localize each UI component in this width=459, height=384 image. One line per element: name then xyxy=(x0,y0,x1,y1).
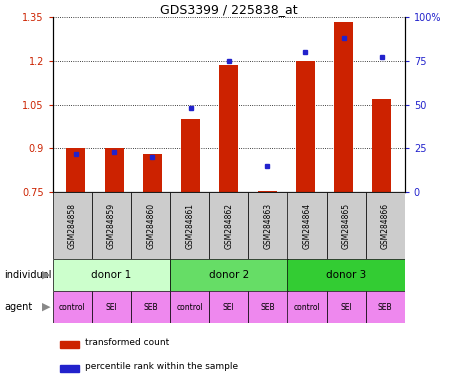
Bar xyxy=(60,341,79,348)
Bar xyxy=(170,259,287,291)
Text: GSM284862: GSM284862 xyxy=(224,203,233,248)
Bar xyxy=(287,192,326,259)
Bar xyxy=(53,259,170,291)
Bar xyxy=(104,148,123,192)
Bar xyxy=(326,291,365,323)
Text: percentile rank within the sample: percentile rank within the sample xyxy=(84,362,237,371)
Text: transformed count: transformed count xyxy=(84,338,168,347)
Text: GSM284865: GSM284865 xyxy=(341,202,350,249)
Text: ▶: ▶ xyxy=(42,270,50,280)
Text: GSM284866: GSM284866 xyxy=(380,202,389,249)
Bar xyxy=(365,192,404,259)
Bar xyxy=(131,291,170,323)
Text: SEB: SEB xyxy=(143,303,157,311)
Text: control: control xyxy=(176,303,203,311)
Text: individual: individual xyxy=(5,270,52,280)
Bar xyxy=(287,291,326,323)
Text: GSM284861: GSM284861 xyxy=(185,203,194,248)
Bar xyxy=(209,192,248,259)
Bar xyxy=(131,192,170,259)
Bar xyxy=(66,148,85,192)
Text: GSM284859: GSM284859 xyxy=(107,202,116,249)
Bar xyxy=(92,291,131,323)
Text: GSM284858: GSM284858 xyxy=(68,203,77,248)
Text: donor 3: donor 3 xyxy=(325,270,365,280)
Text: GSM284864: GSM284864 xyxy=(302,202,311,249)
Text: SEI: SEI xyxy=(106,303,117,311)
Text: GSM284863: GSM284863 xyxy=(263,202,272,249)
Bar xyxy=(257,190,276,192)
Text: SEI: SEI xyxy=(340,303,351,311)
Text: donor 2: donor 2 xyxy=(208,270,248,280)
Bar xyxy=(365,291,404,323)
Bar xyxy=(170,291,209,323)
Bar xyxy=(248,291,287,323)
Bar xyxy=(170,192,209,259)
Text: SEB: SEB xyxy=(260,303,274,311)
Bar xyxy=(142,154,162,192)
Bar xyxy=(60,365,79,372)
Bar xyxy=(295,61,314,192)
Bar xyxy=(326,192,365,259)
Bar xyxy=(53,192,92,259)
Text: donor 1: donor 1 xyxy=(91,270,131,280)
Bar xyxy=(53,291,92,323)
Text: ▶: ▶ xyxy=(42,302,50,312)
Bar xyxy=(248,192,287,259)
Bar xyxy=(333,22,353,192)
Bar xyxy=(371,99,391,192)
Bar xyxy=(219,65,238,192)
Text: agent: agent xyxy=(5,302,33,312)
Text: GSM284860: GSM284860 xyxy=(146,202,155,249)
Text: SEB: SEB xyxy=(377,303,392,311)
Bar xyxy=(209,291,248,323)
Text: SEI: SEI xyxy=(223,303,234,311)
Text: control: control xyxy=(59,303,86,311)
Text: control: control xyxy=(293,303,320,311)
Title: GDS3399 / 225838_at: GDS3399 / 225838_at xyxy=(160,3,297,16)
Bar xyxy=(181,119,200,192)
Bar xyxy=(287,259,404,291)
Bar xyxy=(92,192,131,259)
